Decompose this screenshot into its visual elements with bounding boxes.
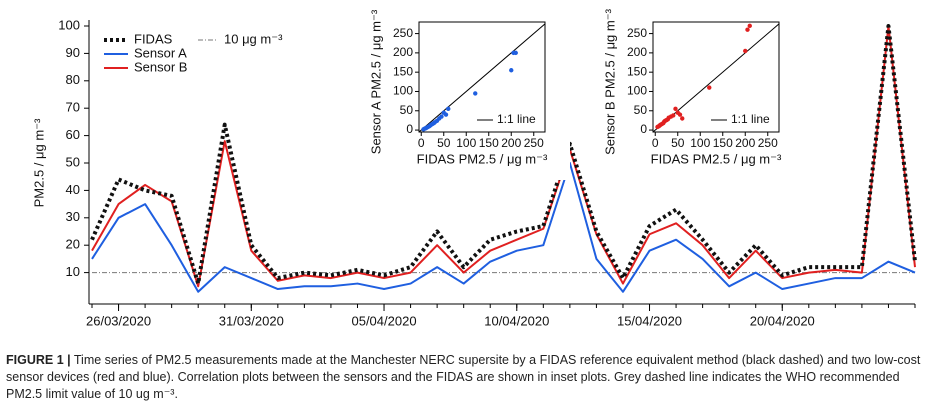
- x-tick-label: 100: [690, 136, 710, 150]
- legend-label: 10 μg m⁻³: [224, 31, 283, 46]
- x-tick-label: 100: [456, 136, 476, 150]
- x-tick-label: 0: [418, 136, 425, 150]
- inset-background: [354, 0, 570, 180]
- scatter-point: [677, 112, 683, 117]
- y-tick-label: 80: [66, 72, 80, 87]
- y-tick-label: 10: [66, 264, 80, 279]
- scatter-point: [446, 106, 451, 112]
- y-tick-label: 100: [627, 84, 647, 98]
- x-tick-label: 15/04/2020: [617, 313, 682, 328]
- x-tick-label: 250: [758, 136, 778, 150]
- scatter-point: [743, 48, 748, 54]
- y-axis-label: Sensor A PM2.5 / μg m⁻³: [368, 9, 383, 154]
- y-tick-label: 200: [393, 45, 413, 59]
- series-line: [91, 162, 916, 293]
- one-to-one-line: [418, 23, 546, 133]
- x-tick-label: 20/04/2020: [750, 313, 815, 328]
- scatter-point: [473, 91, 478, 96]
- inset-frame: [418, 21, 546, 133]
- scatter-point: [439, 114, 444, 119]
- y-tick-label: 0: [406, 122, 413, 136]
- y-tick-label: 60: [66, 127, 80, 142]
- y-axis-label: Sensor B PM2.5 / μg m⁻³: [602, 8, 617, 155]
- x-tick-label: 200: [735, 136, 755, 150]
- y-tick-label: 90: [66, 45, 80, 60]
- y-axis-label: PM2.5 / μg m⁻³: [31, 118, 46, 207]
- x-tick-label: 31/03/2020: [219, 313, 284, 328]
- scatter-point: [513, 50, 518, 56]
- scatter-point: [509, 68, 514, 73]
- y-tick-label: 40: [66, 182, 80, 197]
- x-tick-label: 10/04/2020: [484, 313, 549, 328]
- y-tick-label: 50: [400, 103, 414, 117]
- caption: FIGURE 1 | Time series of PM2.5 measurem…: [6, 352, 931, 403]
- x-tick-label: 05/04/2020: [351, 313, 416, 328]
- scatter-point: [680, 116, 685, 121]
- scatter-point: [745, 27, 750, 32]
- y-tick-label: 150: [627, 64, 647, 78]
- x-tick-label: 26/03/2020: [86, 313, 151, 328]
- inset-frame: [652, 21, 780, 133]
- legend-label: 1:1 line: [731, 112, 770, 126]
- y-tick-label: 200: [627, 45, 647, 59]
- legend-label: Sensor A: [134, 45, 187, 60]
- figure: 10 20 30 40 50 60 70 80 90 100 26/03/2020 31/03/202…: [31, 0, 917, 329]
- x-tick-label: 50: [671, 136, 685, 150]
- legend-label: FIDAS: [134, 31, 173, 46]
- x-tick-label: 50: [437, 136, 451, 150]
- series-line: [90, 24, 917, 286]
- scatter-point: [673, 106, 678, 112]
- x-tick-label: 150: [479, 136, 499, 150]
- y-tick-label: 100: [393, 84, 413, 98]
- y-tick-label: 0: [640, 122, 647, 136]
- x-tick-label: 0: [652, 136, 659, 150]
- inset-background: [588, 0, 804, 180]
- scatter-point: [671, 113, 676, 118]
- caption-text: Time series of PM2.5 measurements made a…: [6, 353, 921, 401]
- scatter-point: [707, 85, 712, 90]
- y-tick-label: 30: [66, 209, 80, 224]
- x-tick-label: 250: [524, 136, 544, 150]
- y-tick-label: 150: [393, 64, 413, 78]
- x-axis-label: FIDAS PM2.5 / μg m⁻³: [417, 151, 548, 166]
- y-tick-label: 50: [66, 154, 80, 169]
- x-tick-label: 150: [713, 136, 733, 150]
- scatter-point: [747, 23, 752, 29]
- y-tick-label: 70: [66, 100, 80, 115]
- legend-label: Sensor B: [134, 59, 187, 74]
- scatter-point: [443, 112, 449, 117]
- y-tick-label: 50: [634, 103, 648, 117]
- y-tick-label: 250: [393, 26, 413, 40]
- x-tick-label: 200: [501, 136, 521, 150]
- legend-label: 1:1 line: [497, 112, 536, 126]
- caption-label: FIGURE 1 |: [6, 353, 71, 367]
- y-tick-label: 100: [58, 17, 80, 32]
- y-tick-label: 20: [66, 237, 80, 252]
- x-axis-label: FIDAS PM2.5 / μg m⁻³: [651, 151, 782, 166]
- series-line: [91, 25, 916, 288]
- y-tick-label: 250: [627, 26, 647, 40]
